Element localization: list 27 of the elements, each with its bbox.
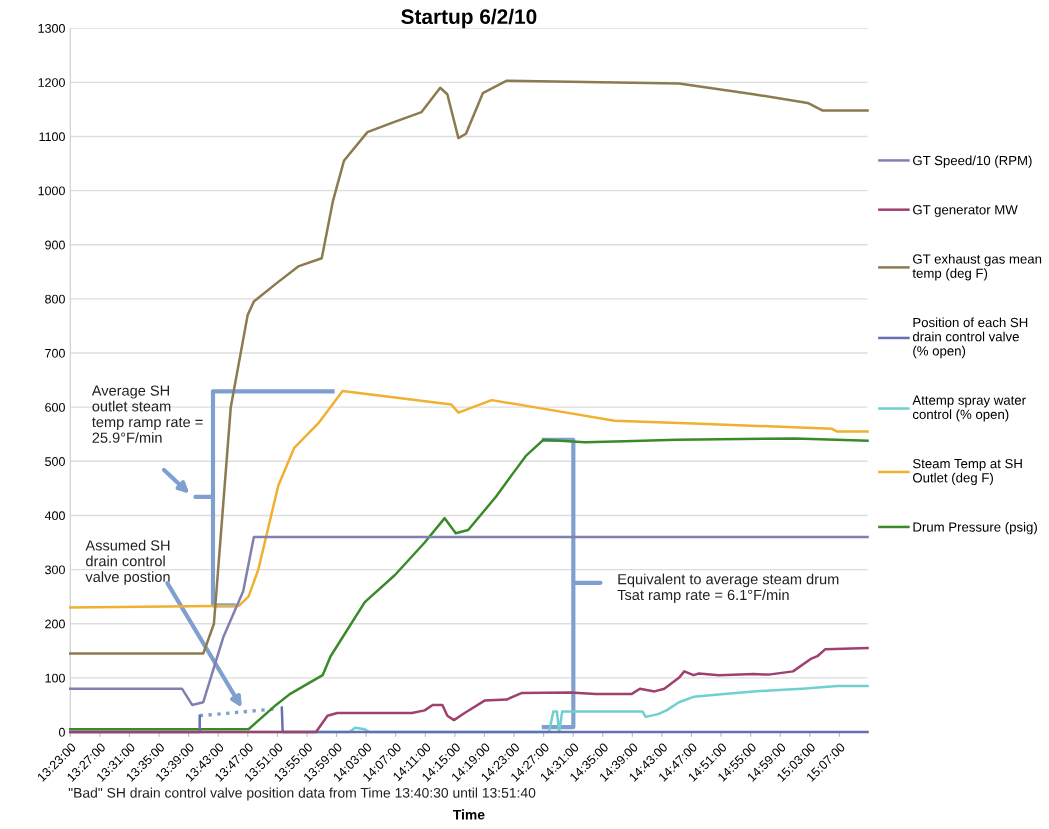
legend-label: GT exhaust gas mean temp (deg F): [912, 253, 1042, 281]
legend-label: GT generator MW: [913, 205, 1018, 218]
legend-label: Position of each SH drain control valve (% open): [912, 317, 1028, 359]
text: "Bad" SH drain control valve position data from Time 13:40:30 until 13:51:40: [68, 787, 536, 801]
y-tick-label: 1200: [38, 78, 65, 87]
y-tick-label: 900: [45, 240, 65, 250]
y-tick-label: 600: [45, 402, 65, 412]
annotation: Average SH outlet steam temp ramp rate = 25.9°F/min: [91, 385, 203, 443]
y-tick-label: 0: [58, 727, 65, 737]
legend-label: Steam Temp at SH Outlet (deg F): [912, 458, 1022, 486]
y-tick-label: 1300: [38, 23, 65, 33]
x-axis-title: Time: [452, 809, 485, 820]
legend-label: Drum Pressure (psig): [913, 522, 1037, 535]
y-tick-label: 200: [45, 619, 65, 629]
chart-title: Startup 6/2/10: [401, 8, 537, 29]
y-tick-label: 700: [45, 348, 65, 358]
y-tick-label: 800: [45, 294, 65, 304]
y-tick-label: 1000: [38, 186, 65, 196]
y-tick-label: 300: [45, 565, 65, 575]
legend-label: Attemp spray water control (% open): [912, 395, 1026, 422]
annotation: Equivalent to average steam drum Tsat ramp rate = 6.1°F/min: [617, 573, 839, 603]
annotation: Assumed SH drain control valve postion: [85, 539, 170, 585]
y-tick-label: 1100: [39, 132, 65, 142]
y-tick-label: 100: [45, 673, 65, 683]
legend-label: GT Speed/10 (RPM): [913, 155, 1032, 168]
y-tick-label: 500: [45, 457, 65, 466]
y-tick-label: 400: [44, 511, 65, 521]
